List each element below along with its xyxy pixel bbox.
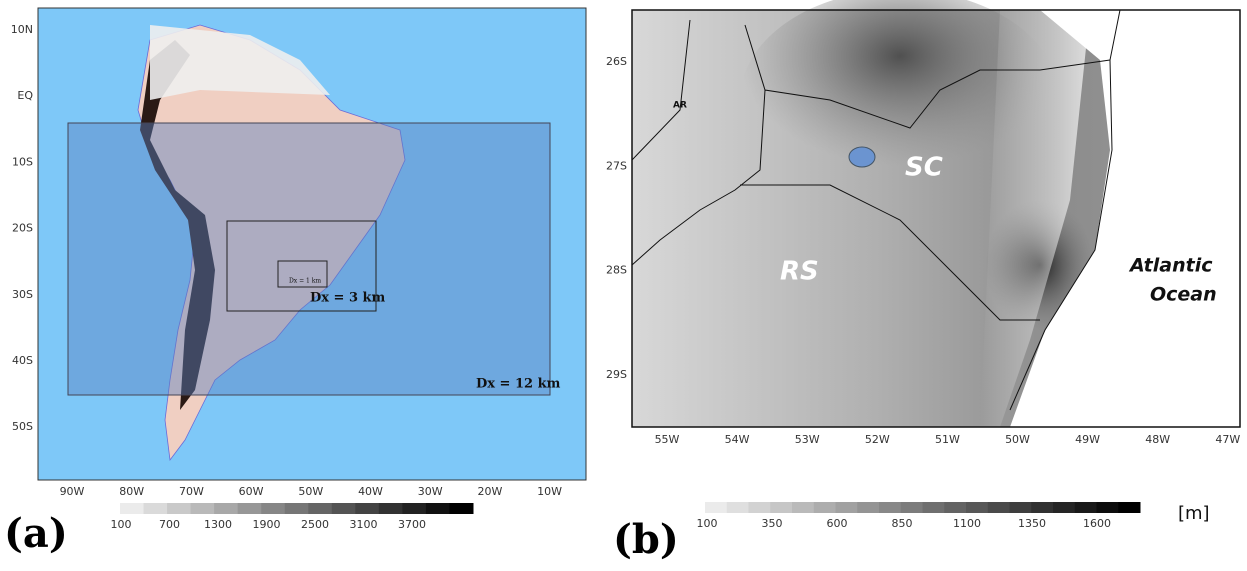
lon-label: 55W [655,433,680,446]
colorbar-swatch [901,502,923,513]
colorbar-swatch [1010,502,1032,513]
colorbar-swatch [966,502,988,513]
lon-label: 53W [795,433,820,446]
lat-label: 29S [606,368,627,381]
map-b: AR SC RS Atlantic Ocean [632,0,1240,427]
domain-12km [68,123,550,395]
colorbar-swatch [1053,502,1075,513]
colorbar-label: 700 [159,518,180,531]
place-label: Ocean [1150,284,1217,306]
colorbar-swatch [238,503,262,514]
colorbar-swatch [1075,502,1097,513]
colorbar-label: 1900 [253,518,281,531]
colorbar-label: 1100 [953,517,981,530]
lat-label: 26S [606,55,627,68]
colorbar-swatch [379,503,403,514]
lon-label: 30W [418,485,443,498]
lon-label: 49W [1075,433,1100,446]
place-label: AR [673,101,687,111]
colorbar-swatch [792,502,814,513]
lat-label: 10S [12,155,33,168]
lon-label: 80W [119,485,144,498]
colorbar-swatch [355,503,379,514]
colorbar-swatch [944,502,966,513]
lat-label: 30S [12,288,33,301]
colorbar-swatch [449,503,473,514]
colorbar-label: 100 [111,518,132,531]
colorbar-swatch [167,503,191,514]
colorbar-swatch [332,503,356,514]
domain-label: Dx = 1 km [289,278,321,285]
colorbar-label: 1600 [1083,517,1111,530]
colorbar-swatch [402,503,426,514]
lon-label: 20W [477,485,502,498]
lon-label: 40W [358,485,383,498]
panel-label: (a) [4,510,68,557]
colorbar-label: 3700 [398,518,426,531]
colorbar-swatch [1118,502,1140,513]
colorbar-swatch [1097,502,1119,513]
lon-label: 48W [1145,433,1170,446]
lat-label: 20S [12,222,33,235]
lon-label: 50W [298,485,323,498]
colorbar-swatch [988,502,1010,513]
colorbar-label: 2500 [301,518,329,531]
colorbar-swatch [144,503,168,514]
lat-label: 28S [606,264,627,277]
lat-label: 10N [11,23,33,36]
colorbar-swatch [770,502,792,513]
colorbar-swatch [191,503,215,514]
lon-label: 70W [179,485,204,498]
colorbar-swatch [923,502,945,513]
colorbar-label: 3100 [350,518,378,531]
colorbar-swatch [836,502,858,513]
lon-label: 90W [60,485,85,498]
domain-label: Dx = 12 km [476,377,561,392]
colorbar-swatch [261,503,285,514]
lon-label: 51W [935,433,960,446]
colorbar-swatch [814,502,836,513]
colorbar-swatch [214,503,238,514]
colorbar-swatch [749,502,771,513]
lat-label: 27S [606,159,627,172]
domain-label: Dx = 3 km [310,291,386,306]
colorbar-label: 1350 [1018,517,1046,530]
place-label: SC [905,153,943,183]
lon-label: 10W [537,485,562,498]
site-marker [849,147,875,167]
colorbar-label: 850 [892,517,913,530]
colorbar-swatch [857,502,879,513]
panel-label: (b) [613,516,679,563]
colorbar-swatch [727,502,749,513]
place-label: RS [780,257,819,287]
lon-label: 47W [1215,433,1240,446]
lon-label: 54W [725,433,750,446]
colorbar-swatch [426,503,450,514]
lat-label: 50S [12,420,33,433]
colorbar-label: 600 [827,517,848,530]
colorbar-label: 1300 [204,518,232,531]
colorbar-swatch [705,502,727,513]
place-label: Atlantic [1128,255,1213,277]
colorbar-label: 100 [697,517,718,530]
colorbar-label: 350 [762,517,783,530]
unit-label: [m] [1178,503,1210,524]
map-a: Dx = 12 km Dx = 3 km Dx = 1 km [38,8,586,480]
colorbar-swatch [120,503,144,514]
lon-label: 60W [239,485,264,498]
colorbar-swatch [879,502,901,513]
colorbar-swatch [1031,502,1053,513]
colorbar-swatch [308,503,332,514]
lon-label: 52W [865,433,890,446]
figure: Dx = 12 km Dx = 3 km Dx = 1 km AR SC RS … [0,0,1247,567]
colorbar-swatch [285,503,309,514]
lat-label: 40S [12,354,33,367]
lon-label: 50W [1005,433,1030,446]
lat-label: EQ [17,89,33,102]
